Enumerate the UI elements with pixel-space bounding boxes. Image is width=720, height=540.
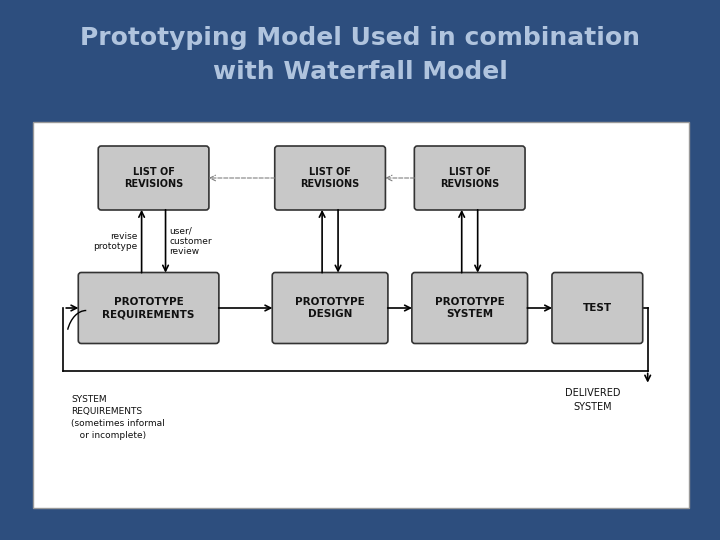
Text: LIST OF
REVISIONS: LIST OF REVISIONS — [124, 167, 183, 189]
FancyBboxPatch shape — [98, 146, 209, 210]
Text: SYSTEM
REQUIREMENTS
(sometimes informal
   or incomplete): SYSTEM REQUIREMENTS (sometimes informal … — [71, 395, 165, 440]
FancyBboxPatch shape — [414, 146, 525, 210]
Text: LIST OF
REVISIONS: LIST OF REVISIONS — [440, 167, 499, 189]
Text: PROTOTYPE
SYSTEM: PROTOTYPE SYSTEM — [435, 297, 505, 319]
FancyBboxPatch shape — [272, 273, 388, 343]
Text: PROTOTYPE
REQUIREMENTS: PROTOTYPE REQUIREMENTS — [102, 297, 195, 319]
Text: user/
customer
review: user/ customer review — [169, 226, 212, 256]
Text: revise
prototype: revise prototype — [94, 232, 138, 251]
FancyBboxPatch shape — [78, 273, 219, 343]
Text: DELIVERED
SYSTEM: DELIVERED SYSTEM — [564, 388, 620, 411]
FancyBboxPatch shape — [552, 273, 643, 343]
Text: PROTOTYPE
DESIGN: PROTOTYPE DESIGN — [295, 297, 365, 319]
Text: Prototyping Model Used in combination
with Waterfall Model: Prototyping Model Used in combination wi… — [80, 26, 640, 84]
Text: TEST: TEST — [582, 303, 612, 313]
Text: LIST OF
REVISIONS: LIST OF REVISIONS — [300, 167, 360, 189]
FancyBboxPatch shape — [275, 146, 385, 210]
Bar — [33, 122, 689, 508]
FancyBboxPatch shape — [412, 273, 528, 343]
